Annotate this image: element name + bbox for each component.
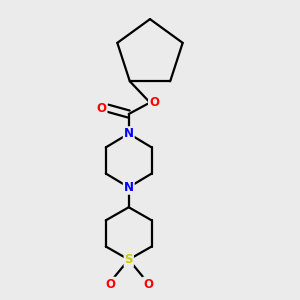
Text: O: O bbox=[97, 102, 106, 115]
Text: S: S bbox=[124, 253, 133, 266]
Text: N: N bbox=[124, 181, 134, 194]
Text: N: N bbox=[124, 127, 134, 140]
Text: O: O bbox=[143, 278, 153, 291]
Text: O: O bbox=[105, 278, 115, 291]
Text: O: O bbox=[149, 96, 159, 109]
